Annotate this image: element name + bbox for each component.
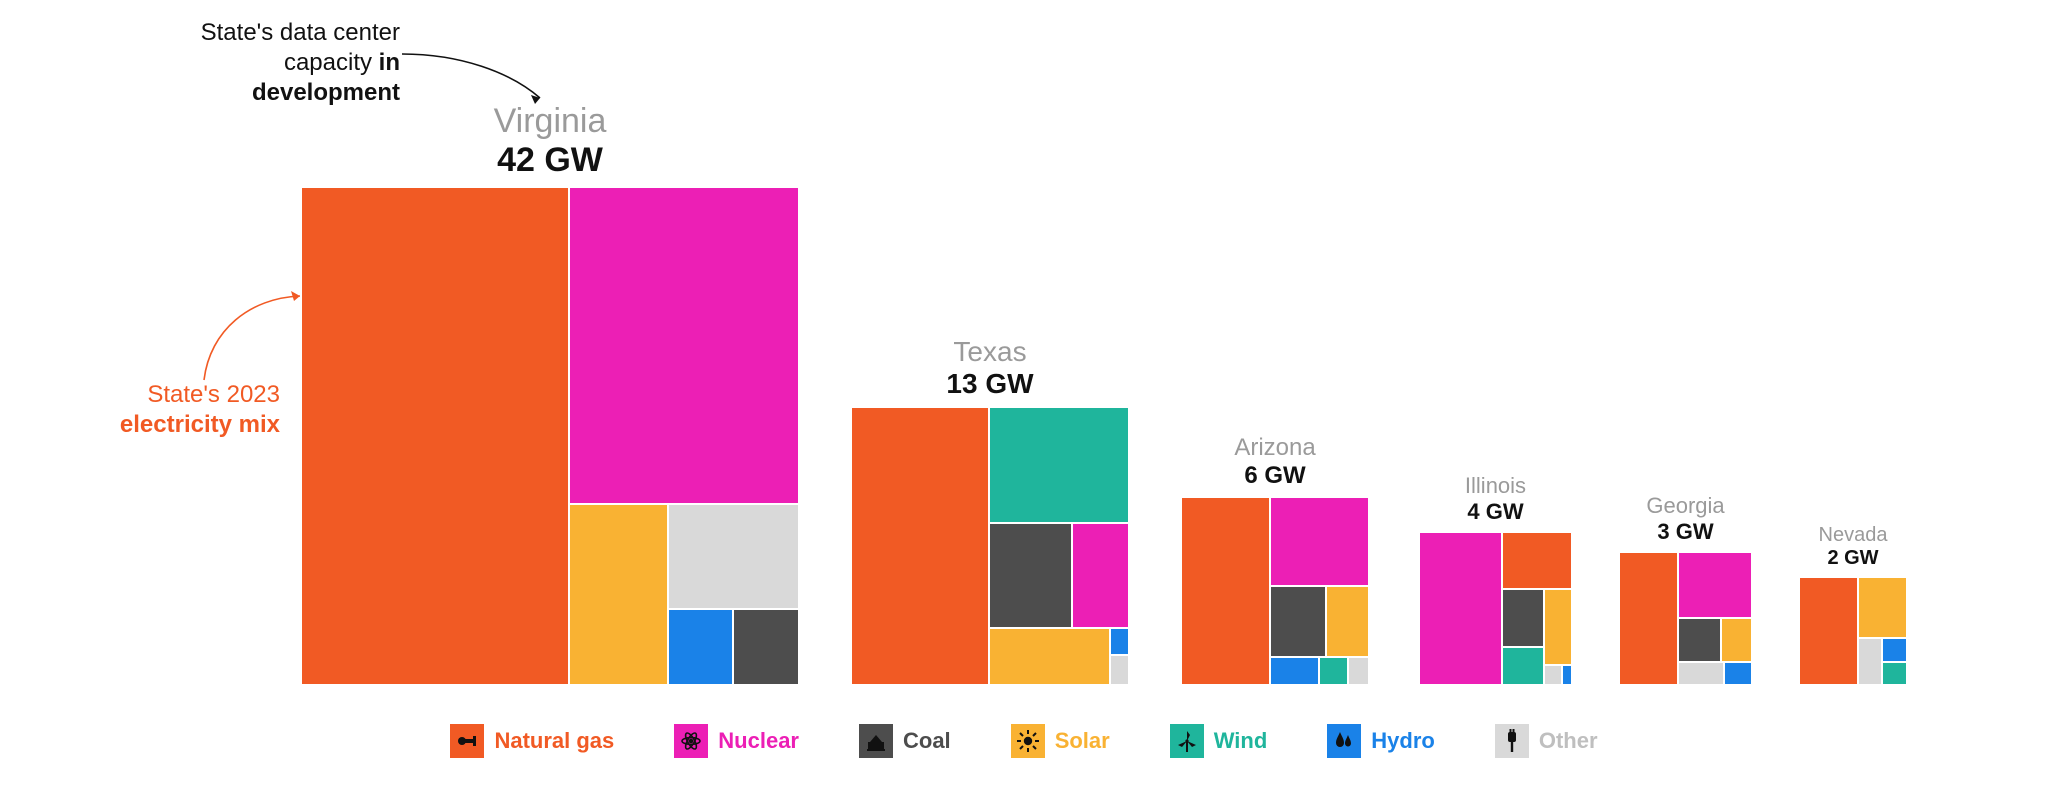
legend-item-other: Other [1495,724,1598,758]
cell-hydro [1725,663,1751,684]
state-name: Texas [850,336,1130,368]
annotation-dev-line2a: capacity [284,49,379,76]
cell-coal [990,524,1073,629]
treemap [1618,551,1753,686]
treemap [1418,531,1573,686]
cell-nuclear [570,188,798,505]
arrow-mix [200,290,310,385]
state-label: Texas13 GW [850,336,1130,400]
legend-item-natural_gas: Natural gas [450,724,614,758]
state-label: Nevada2 GW [1798,524,1908,570]
cell-natural_gas [1620,553,1679,684]
legend-label: Nuclear [718,728,799,754]
solar-icon [1011,724,1045,758]
cell-hydro [1111,629,1128,657]
state-gw: 4 GW [1418,499,1573,525]
state-label: Illinois4 GW [1418,473,1573,525]
cell-coal [1679,619,1722,664]
legend-label: Hydro [1371,728,1435,754]
state-gw: 42 GW [300,141,800,180]
state-virginia: Virginia42 GW [300,186,800,686]
cell-coal [1503,590,1545,647]
annotation-dev-line1: State's data center [140,18,400,48]
cell-solar [570,505,669,684]
cell-other [1545,666,1563,684]
legend-item-coal: Coal [859,724,951,758]
cell-coal [734,610,798,684]
state-name: Illinois [1418,473,1573,499]
cell-hydro [1563,666,1571,684]
hydro-icon [1327,724,1361,758]
state-label: Georgia3 GW [1618,493,1753,545]
state-label: Virginia42 GW [300,102,800,180]
state-gw: 13 GW [850,368,1130,400]
cell-other [1111,656,1128,684]
legend-item-wind: Wind [1170,724,1268,758]
cell-hydro [1883,639,1906,662]
cell-nuclear [1073,524,1128,629]
cell-other [669,505,798,609]
legend-item-solar: Solar [1011,724,1110,758]
legend-item-nuclear: Nuclear [674,724,799,758]
chart-canvas: State's data center capacity in developm… [0,0,2048,786]
other-icon [1495,724,1529,758]
legend-label: Wind [1214,728,1268,754]
state-name: Virginia [300,102,800,141]
cell-wind [1503,648,1545,684]
cell-nuclear [1271,498,1368,587]
treemap [850,406,1130,686]
cell-natural_gas [1503,533,1571,590]
cell-hydro [669,610,733,684]
coal-icon [859,724,893,758]
treemap [1180,496,1370,686]
treemap [300,186,800,686]
state-name: Georgia [1618,493,1753,519]
legend-label: Natural gas [494,728,614,754]
state-gw: 3 GW [1618,519,1753,545]
cell-solar [1545,590,1571,666]
cell-solar [1859,578,1906,639]
state-label: Arizona6 GW [1180,434,1370,490]
natural_gas-icon [450,724,484,758]
cell-wind [990,408,1128,524]
annotation-mix: State's 2023 electricity mix [105,380,280,440]
nuclear-icon [674,724,708,758]
state-nevada: Nevada2 GW [1798,576,1908,686]
annotation-mix-line2: electricity mix [105,410,280,440]
state-illinois: Illinois4 GW [1418,531,1573,686]
cell-other [1679,663,1725,684]
state-gw: 2 GW [1798,547,1908,570]
legend-item-hydro: Hydro [1327,724,1435,758]
cell-natural_gas [852,408,990,684]
cell-solar [990,629,1111,684]
legend-label: Other [1539,728,1598,754]
state-gw: 6 GW [1180,462,1370,490]
annotation-development: State's data center capacity in developm… [140,18,400,108]
cell-other [1859,639,1882,684]
state-arizona: Arizona6 GW [1180,496,1370,686]
cell-solar [1327,587,1368,658]
state-name: Arizona [1180,434,1370,462]
cell-natural_gas [1800,578,1859,684]
cell-coal [1271,587,1327,658]
state-name: Nevada [1798,524,1908,547]
state-georgia: Georgia3 GW [1618,551,1753,686]
treemap [1798,576,1908,686]
wind-icon [1170,724,1204,758]
cell-wind [1883,663,1906,684]
cell-natural_gas [302,188,570,684]
legend-label: Coal [903,728,951,754]
cell-nuclear [1679,553,1751,619]
cell-nuclear [1420,533,1503,684]
cell-wind [1320,658,1350,684]
cell-hydro [1271,658,1319,684]
cell-solar [1722,619,1751,664]
legend: Natural gas Nuclear Coal Solar Wind Hydro Othe… [0,724,2048,758]
state-texas: Texas13 GW [850,406,1130,686]
cell-natural_gas [1182,498,1271,684]
cell-other [1349,658,1368,684]
legend-label: Solar [1055,728,1110,754]
